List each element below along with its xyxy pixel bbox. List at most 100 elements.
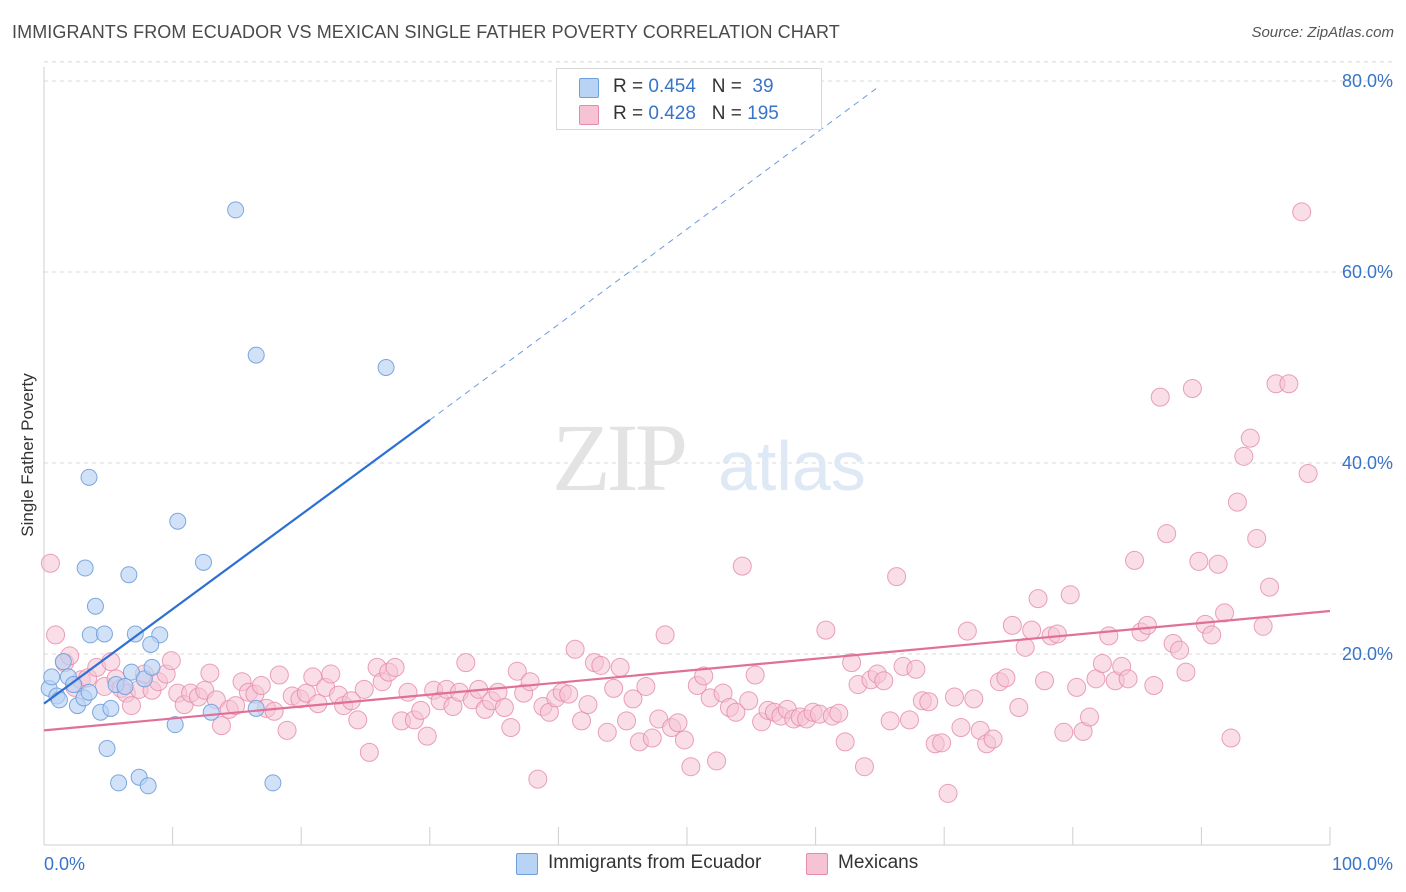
data-point-mexican	[348, 710, 368, 730]
legend-swatch-mexicans	[579, 105, 599, 125]
data-point-mexican	[1054, 722, 1074, 742]
x-tick-labels: 0.0% 100.0%	[44, 854, 1393, 874]
data-point-mexican	[46, 625, 66, 645]
data-point-mexican	[456, 653, 476, 673]
data-point-mexican	[565, 639, 585, 659]
data-point-ecuador	[247, 346, 265, 364]
data-point-mexican	[321, 664, 341, 684]
data-point-mexican	[501, 718, 521, 738]
data-point-mexican	[1035, 671, 1055, 691]
data-point-mexican	[1150, 387, 1170, 407]
data-point-mexican	[655, 625, 675, 645]
data-point-mexican	[829, 703, 849, 723]
series-legend: Immigrants from Ecuador Mexicans	[0, 851, 1406, 877]
data-point-mexican	[507, 661, 527, 681]
data-point-mexican	[411, 700, 431, 720]
legend-text-ecuador: R = 0.454 N = 39	[613, 76, 774, 97]
data-point-mexican	[906, 659, 926, 679]
data-point-mexican	[385, 657, 405, 677]
data-point-mexican	[1234, 446, 1254, 466]
chart-title: IMMIGRANTS FROM ECUADOR VS MEXICAN SINGL…	[12, 22, 840, 42]
data-point-mexican	[1157, 524, 1177, 544]
data-point-mexican	[211, 716, 231, 736]
data-point-mexican	[1125, 550, 1145, 570]
data-point-ecuador	[194, 553, 212, 571]
data-point-mexican	[1247, 528, 1267, 548]
trend-line-mexicans	[43, 609, 1331, 732]
data-point-mexican	[739, 691, 759, 711]
data-point-mexican	[1028, 589, 1048, 609]
legend-label-ecuador: Immigrants from Ecuador	[548, 852, 762, 873]
data-point-mexican	[842, 653, 862, 673]
data-point-ecuador	[116, 677, 134, 695]
data-point-mexican	[1189, 551, 1209, 571]
data-point-mexican	[1067, 677, 1087, 697]
source-label: Source: ZipAtlas.com	[1251, 24, 1394, 41]
data-point-mexican	[694, 666, 714, 686]
data-point-mexican	[398, 682, 418, 702]
data-point-mexican	[1009, 697, 1029, 717]
data-point-mexican	[681, 757, 701, 777]
data-point-ecuador	[86, 597, 104, 615]
data-point-mexican	[1047, 624, 1067, 644]
data-point-mexican	[359, 742, 379, 762]
series-mexicans	[40, 202, 1318, 803]
x-tick-label-max: 100.0%	[1332, 854, 1393, 874]
data-point-mexican	[880, 711, 900, 731]
y-tick-label: 80.0%	[1342, 71, 1393, 91]
data-point-ecuador	[98, 740, 116, 758]
legend-swatch-ecuador	[579, 78, 599, 98]
data-point-ecuador	[95, 625, 113, 643]
data-point-mexican	[835, 732, 855, 752]
data-point-mexican	[726, 702, 746, 722]
data-point-mexican	[559, 684, 579, 704]
axes	[43, 67, 1331, 846]
data-point-mexican	[1221, 728, 1241, 748]
data-point-ecuador	[50, 691, 68, 709]
data-point-ecuador	[264, 774, 282, 792]
data-point-mexican	[417, 726, 437, 746]
data-point-mexican	[277, 720, 297, 740]
data-point-mexican	[520, 672, 540, 692]
trend-lines	[43, 85, 1331, 732]
data-point-mexican	[161, 651, 181, 671]
data-point-mexican	[944, 687, 964, 707]
n-value-ecuador: 39	[747, 76, 774, 97]
data-point-mexican	[1099, 626, 1119, 646]
data-point-mexican	[899, 710, 919, 730]
y-tick-labels: 20.0% 40.0% 60.0% 80.0%	[1342, 71, 1393, 664]
data-point-mexican	[572, 711, 592, 731]
y-tick-label: 20.0%	[1342, 644, 1393, 664]
data-point-mexican	[1202, 625, 1222, 645]
data-point-mexican	[1182, 379, 1202, 399]
data-point-mexican	[887, 567, 907, 587]
data-point-mexican	[674, 730, 694, 750]
data-point-mexican	[1176, 662, 1196, 682]
data-point-mexican	[1022, 620, 1042, 640]
data-point-mexican	[1092, 654, 1112, 674]
data-point-ecuador	[102, 699, 120, 717]
data-point-ecuador	[54, 653, 72, 671]
data-point-mexican	[938, 783, 958, 803]
data-point-mexican	[957, 621, 977, 641]
data-point-mexican	[1060, 585, 1080, 605]
data-point-ecuador	[227, 201, 245, 219]
data-point-ecuador	[169, 512, 187, 530]
data-point-mexican	[591, 655, 611, 675]
data-point-mexican	[745, 665, 765, 685]
data-point-ecuador	[81, 626, 99, 644]
data-point-mexican	[951, 718, 971, 738]
data-point-ecuador	[65, 676, 83, 694]
data-point-mexican	[617, 711, 637, 731]
data-point-mexican	[1170, 640, 1190, 660]
data-point-mexican	[874, 671, 894, 691]
data-point-ecuador	[139, 777, 157, 795]
data-point-mexican	[121, 696, 141, 716]
data-point-mexican	[1118, 669, 1138, 689]
data-point-ecuador	[110, 774, 128, 792]
data-point-mexican	[996, 668, 1016, 688]
data-point-mexican	[1215, 603, 1235, 623]
data-point-mexican	[1253, 616, 1273, 636]
data-point-mexican	[610, 657, 630, 677]
data-point-ecuador	[377, 359, 395, 376]
